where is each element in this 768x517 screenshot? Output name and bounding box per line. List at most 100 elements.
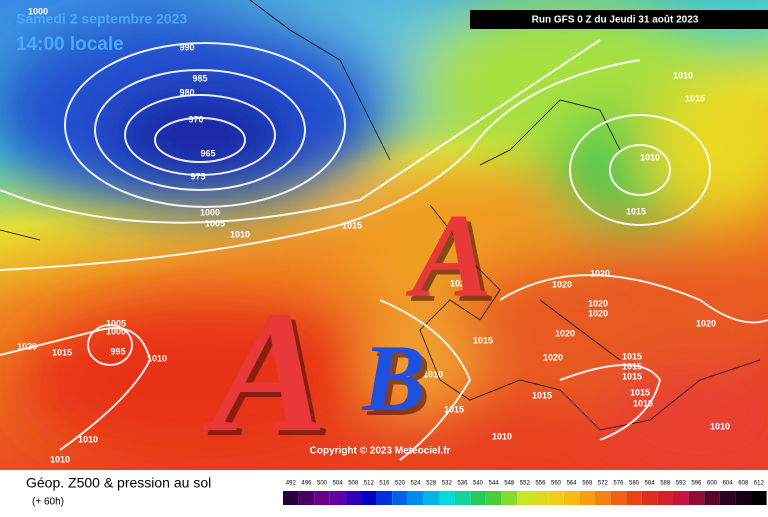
isobar-label: 1015 [473,335,493,345]
isobar-label: 1015 [685,93,705,103]
scale-swatch [407,491,424,505]
center-shadow: A [207,279,334,473]
scale-label: 596 [691,481,702,487]
scale-label: 524 [411,481,422,487]
isobar-label: 1020 [543,352,563,362]
scale-label: 512 [364,481,375,487]
scale-label: 540 [473,481,484,487]
scale-label: 516 [379,481,390,487]
scale-label: 548 [504,481,515,487]
isobar-label: 1015 [633,398,653,408]
scale-label: 552 [520,481,531,487]
scale-swatch [470,491,486,505]
scale-swatch [563,491,580,505]
isobar-label: 1010 [640,152,660,162]
scale-swatch [579,491,595,505]
scale-label: 588 [660,481,671,487]
isobar-label: 1010 [710,421,730,431]
scale-swatch [345,491,361,505]
pressure-center: A [405,189,492,322]
isobar-label: 1015 [342,220,362,230]
scale-swatch [595,491,611,505]
scale-label: 576 [613,481,624,487]
scale-label: 580 [629,481,640,487]
isobar-label: 995 [110,346,125,356]
scale-label: 572 [598,481,609,487]
isobar-label: 1020 [588,308,608,318]
isobar-label: 965 [200,148,215,158]
caption-lead: (+ 60h) [32,497,64,508]
scale-label: 608 [738,481,749,487]
scale-label: 500 [317,481,328,487]
color-scale: 492 496 500 504 508 512 516 520 524 528 532 536 540 5… [283,481,767,505]
isobar-label: 1020 [17,341,37,351]
scale-swatch [501,491,517,505]
isobar-label: 1015 [630,387,650,397]
scale-label: 492 [286,481,297,487]
isobar-label: 985 [192,73,207,83]
scale-swatch [641,491,658,505]
scale-label: 508 [348,481,359,487]
isobars [0,39,768,461]
scale-label: 536 [457,481,468,487]
isobar-label: 1020 [696,318,716,328]
isobar-label: 1020 [588,298,608,308]
scale-swatch [719,491,736,505]
scale-swatch [673,491,689,505]
scale-swatch [626,491,642,505]
isobar-label: 980 [179,87,194,97]
scale-label: 568 [582,481,593,487]
isobar-label: 1020 [552,279,572,289]
isobar-label: 1005 [106,318,126,328]
scale-label: 604 [723,481,734,487]
isobar-label: 1010 [78,434,98,444]
scale-swatch [610,491,627,505]
scale-label: 612 [754,481,765,487]
run-banner [470,10,768,29]
center-shadow: B [366,330,430,436]
scale-swatch [361,491,377,505]
scale-label: 544 [489,481,500,487]
scale-label: 564 [567,481,578,487]
isobar-label: 1000 [200,207,220,217]
isobar-label: 1015 [622,371,642,381]
isobar-labels: 1000990985980970965975100010051010101510… [17,6,730,464]
scale-label: 560 [551,481,562,487]
scale-swatch [314,491,330,505]
caption-title: Géop. Z500 & pression au sol [26,475,211,491]
scale-swatch [688,491,705,505]
scale-label: 592 [676,481,687,487]
scale-swatch [298,491,315,505]
scale-label: 600 [707,481,718,487]
isobar-label: 1015 [622,351,642,361]
scale-label: 520 [395,481,406,487]
isobar-label: 1010 [423,369,443,379]
forecast-time: 14:00 locale [16,34,124,55]
scale-swatch [329,491,346,505]
isobar-label: 1000 [106,326,126,336]
isobar-label: 1010 [230,229,250,239]
scale-swatch [735,491,751,505]
field [0,0,768,480]
center-shadow: A [410,194,497,327]
isobar-label: 1010 [673,70,693,80]
scale-swatch [532,491,549,505]
isobar-label: 970 [188,114,203,124]
scale-label: 584 [645,481,656,487]
scale-swatch [548,491,564,505]
isobar-label: 1000 [28,6,48,16]
scale-swatch [439,491,455,505]
scale-swatch [423,491,439,505]
scale-label: 528 [426,481,437,487]
isobar-label: 1005 [205,218,225,228]
pressure-center: A [202,274,329,468]
run-info: Run GFS 0 Z du Jeudi 31 août 2023 [532,15,699,26]
scale-label: 556 [535,481,546,487]
isobar-label: 1015 [444,404,464,414]
scale-swatch [704,491,720,505]
pressure-center: B [361,325,425,431]
scale-label: 496 [301,481,312,487]
isobar-label: 990 [179,42,194,52]
copyright: Copyright © 2023 Meteociel.fr [310,446,451,457]
